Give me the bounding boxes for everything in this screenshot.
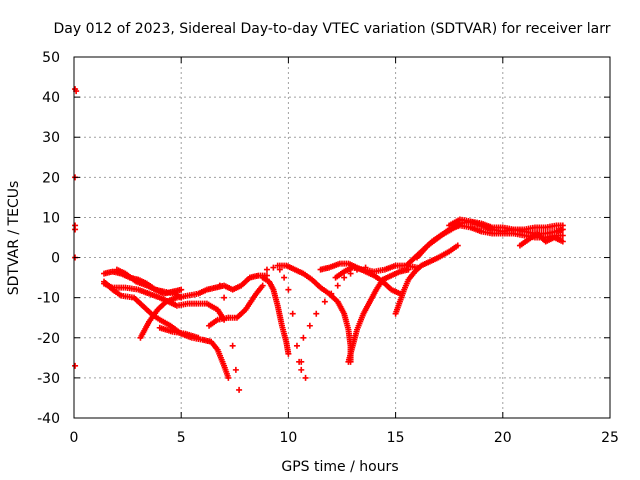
data-point	[559, 238, 566, 245]
data-point	[347, 270, 354, 277]
data-point	[225, 374, 232, 381]
y-tick-label: 50	[42, 50, 60, 66]
data-point	[300, 334, 307, 341]
x-tick-label: 5	[177, 430, 186, 446]
y-tick-label: 40	[42, 90, 60, 106]
y-tick-label: -20	[37, 331, 60, 347]
y-tick-label: 20	[42, 170, 60, 186]
data-point	[298, 358, 305, 365]
data-point	[225, 314, 232, 321]
data-point	[259, 282, 266, 289]
data-point	[285, 350, 292, 357]
data-point	[216, 282, 223, 289]
data-point	[72, 226, 79, 233]
data-point	[334, 282, 341, 289]
data-point	[313, 310, 320, 317]
data-point	[328, 290, 335, 297]
data-point	[232, 366, 239, 373]
data-point	[72, 362, 79, 369]
y-tick-label: -30	[37, 371, 60, 387]
data-point	[321, 298, 328, 305]
data-points	[72, 86, 566, 393]
data-point	[236, 386, 243, 393]
data-point	[195, 334, 202, 341]
data-point	[178, 294, 185, 301]
x-axis-label: GPS time / hours	[281, 459, 398, 475]
data-point	[270, 264, 277, 271]
data-point	[341, 274, 348, 281]
x-tick-label: 0	[70, 430, 79, 446]
data-point	[289, 310, 296, 317]
data-point	[306, 322, 313, 329]
data-point	[293, 342, 300, 349]
data-point	[221, 294, 228, 301]
x-tick-label: 15	[387, 430, 405, 446]
data-point	[229, 342, 236, 349]
x-tick-label: 25	[601, 430, 619, 446]
chart-title: Day 012 of 2023, Sidereal Day-to-day VTE…	[54, 21, 611, 37]
data-point	[559, 222, 566, 229]
plot-frame	[73, 56, 611, 419]
data-point	[298, 366, 305, 373]
y-axis-label: SDTVAR / TECUs	[6, 181, 22, 296]
x-tick-label: 20	[494, 430, 512, 446]
data-point	[285, 286, 292, 293]
grid-lines	[74, 57, 610, 418]
y-tick-label: 0	[51, 251, 60, 267]
data-point	[178, 286, 185, 293]
y-tick-label: 10	[42, 210, 60, 226]
data-point	[559, 232, 566, 239]
x-tick-label: 10	[279, 430, 297, 446]
data-point	[263, 272, 270, 279]
data-point	[281, 274, 288, 281]
data-point	[454, 242, 461, 249]
axis-ticks: 0 5 10 15 20 25 -40 -30 -20 -10 0 10 20 30 40 50	[37, 50, 619, 446]
data-point	[302, 374, 309, 381]
y-tick-label: -10	[37, 291, 60, 307]
data-point	[263, 266, 270, 273]
y-tick-label: 30	[42, 130, 60, 146]
y-tick-label: -40	[37, 411, 60, 427]
